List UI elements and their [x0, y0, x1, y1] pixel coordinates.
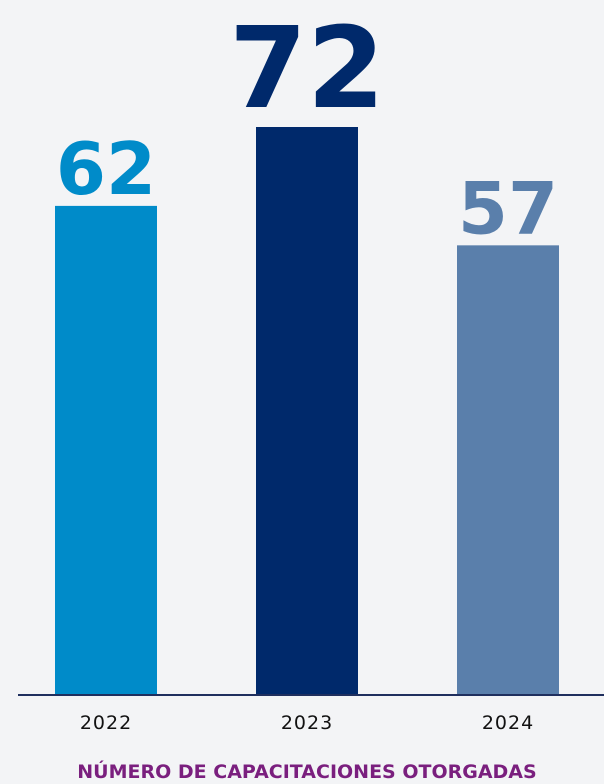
chart-title: NÚMERO DE CAPACITACIONES OTORGADAS: [77, 759, 536, 783]
bar: [256, 127, 358, 695]
bar: [55, 205, 157, 695]
value-label: 62: [56, 127, 156, 211]
x-tick-label: 2022: [80, 712, 132, 734]
x-tick-label: 2023: [281, 712, 333, 734]
value-label: 72: [229, 4, 385, 134]
x-tick-label: 2024: [482, 712, 534, 734]
value-label: 57: [458, 166, 558, 250]
bar: [457, 245, 559, 696]
